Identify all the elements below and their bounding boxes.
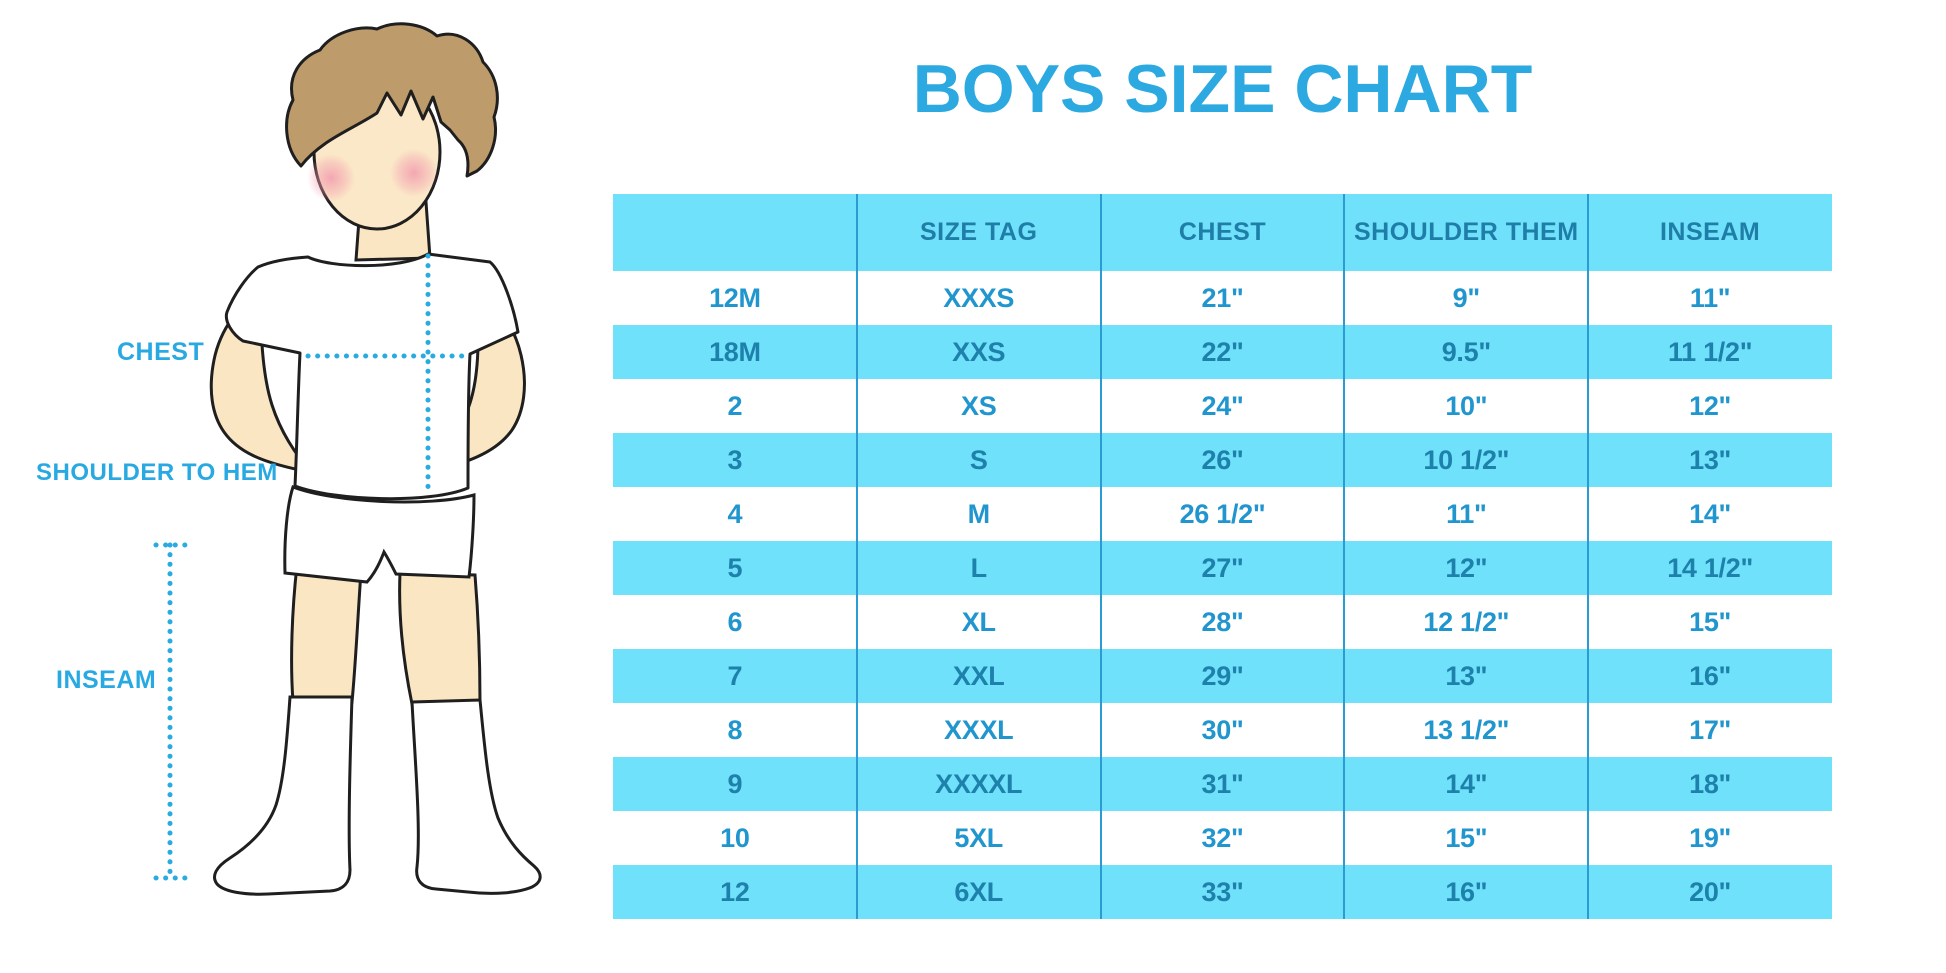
cell-chest: 27": [1201, 552, 1244, 583]
cell-size: 4: [727, 498, 743, 529]
cell-size: 7: [727, 660, 743, 691]
cell-inseam: 18": [1689, 768, 1732, 799]
cell-tag: XL: [961, 606, 996, 637]
column-divider: [1587, 194, 1590, 919]
table-row: 2 XS 24" 10" 12": [613, 379, 1832, 433]
left-blush: [307, 154, 355, 202]
cell-chest: 26": [1201, 444, 1244, 475]
table-row: 12M XXXS 21" 9" 11": [613, 271, 1832, 325]
table-row: 6 XL 28" 12 1/2" 15": [613, 595, 1832, 649]
cell-inseam: 14 1/2": [1667, 552, 1753, 583]
right-blush: [390, 149, 438, 197]
cell-shoulder: 9": [1452, 282, 1481, 313]
cell-inseam: 11 1/2": [1667, 336, 1753, 367]
cell-shoulder: 14": [1445, 768, 1488, 799]
table-row: 12 6XL 33" 16" 20": [613, 865, 1832, 919]
cell-chest: 32": [1201, 822, 1244, 853]
table-header-row: SIZE TAG CHEST SHOULDER THEM INSEAM: [613, 194, 1832, 271]
cell-chest: 21": [1201, 282, 1244, 313]
table-row: 5 L 27" 12" 14 1/2": [613, 541, 1832, 595]
cell-chest: 28": [1201, 606, 1244, 637]
cell-tag: 6XL: [954, 876, 1003, 907]
page-title: BOYS SIZE CHART: [912, 51, 1533, 127]
column-divider: [1099, 194, 1102, 919]
cell-size: 18M: [709, 336, 761, 367]
table-row: 4 M 26 1/2" 11" 14": [613, 487, 1832, 541]
cell-shoulder: 10": [1445, 390, 1488, 421]
inseam-label: INSEAM: [56, 666, 157, 694]
cell-inseam: 15": [1689, 606, 1732, 637]
cell-inseam: 11": [1689, 282, 1731, 313]
cell-inseam: 14": [1689, 498, 1732, 529]
header-cell-chest: CHEST: [1178, 218, 1267, 246]
cell-tag: L: [970, 552, 988, 583]
cell-size: 5: [727, 552, 743, 583]
table-row: 7 XXL 29" 13" 16": [613, 649, 1832, 703]
cell-chest: 22": [1201, 336, 1244, 367]
hair: [285, 22, 499, 178]
right-sock-foot: [410, 698, 542, 895]
cell-size: 8: [727, 714, 743, 745]
boy-illustration: [153, 22, 542, 896]
table-row: 3 S 26" 10 1/2" 13": [613, 433, 1832, 487]
cell-tag: XXXXL: [935, 768, 1023, 799]
cell-shoulder: 10 1/2": [1423, 444, 1510, 475]
cell-inseam: 17": [1689, 714, 1732, 745]
cell-tag: XXXS: [943, 282, 1015, 313]
cell-shoulder: 9.5": [1441, 336, 1491, 367]
size-table: SIZE TAG CHEST SHOULDER THEM INSEAM 12M …: [613, 194, 1832, 919]
cell-shoulder: 16": [1445, 876, 1488, 907]
cell-tag: M: [967, 498, 991, 529]
table-row: 8 XXXL 30" 13 1/2" 17": [613, 703, 1832, 757]
cell-size: 6: [727, 606, 743, 637]
cell-size: 2: [727, 390, 743, 421]
header-cell-blank: [613, 194, 857, 271]
cell-chest: 31": [1201, 768, 1244, 799]
cell-chest: 30": [1201, 714, 1244, 745]
chest-label: CHEST: [117, 338, 205, 366]
cell-size: 3: [727, 444, 743, 475]
cell-inseam: 16": [1689, 660, 1732, 691]
table-row: 18M XXS 22" 9.5" 11 1/2": [613, 325, 1832, 379]
cell-tag: XS: [960, 390, 997, 421]
table-body: 12M XXXS 21" 9" 11" 18M XXS 22" 9.5" 11 …: [613, 271, 1832, 919]
cell-tag: 5XL: [954, 822, 1003, 853]
cell-tag: XXL: [952, 660, 1005, 691]
cell-inseam: 12": [1689, 390, 1732, 421]
cell-inseam: 19": [1689, 822, 1732, 853]
cell-chest: 29": [1201, 660, 1244, 691]
cell-size: 12M: [709, 282, 761, 313]
left-leg: [290, 563, 363, 704]
right-leg: [398, 571, 482, 706]
cell-chest: 26 1/2": [1179, 498, 1266, 529]
cell-shoulder: 12 1/2": [1423, 606, 1510, 637]
table-row: 10 5XL 32" 15" 19": [613, 811, 1832, 865]
header-cell-size-tag: SIZE TAG: [919, 218, 1038, 246]
cell-inseam: 20": [1689, 876, 1732, 907]
cell-inseam: 13": [1689, 444, 1732, 475]
cell-chest: 33": [1201, 876, 1244, 907]
header-cell-inseam: INSEAM: [1659, 218, 1761, 246]
cell-size: 9: [727, 768, 743, 799]
cell-shoulder: 13": [1445, 660, 1488, 691]
cell-shoulder: 13 1/2": [1423, 714, 1510, 745]
cell-tag: XXS: [952, 336, 1006, 367]
cell-chest: 24": [1201, 390, 1244, 421]
cell-tag: XXXL: [944, 714, 1014, 745]
column-divider: [855, 194, 858, 919]
cell-size: 10: [720, 822, 750, 853]
cell-size: 12: [720, 876, 750, 907]
tshirt: [224, 252, 520, 501]
left-sock-foot: [213, 695, 354, 896]
column-divider: [1343, 194, 1346, 919]
shoulder-to-hem-label: SHOULDER TO HEM: [36, 459, 278, 486]
cell-shoulder: 15": [1445, 822, 1488, 853]
cell-shoulder: 12": [1445, 552, 1488, 583]
table-row: 9 XXXXL 31" 14" 18": [613, 757, 1832, 811]
header-cell-shoulder: SHOULDER THEM: [1354, 218, 1579, 246]
cell-shoulder: 11": [1446, 498, 1487, 529]
cell-tag: S: [969, 444, 988, 475]
shorts: [283, 485, 476, 584]
